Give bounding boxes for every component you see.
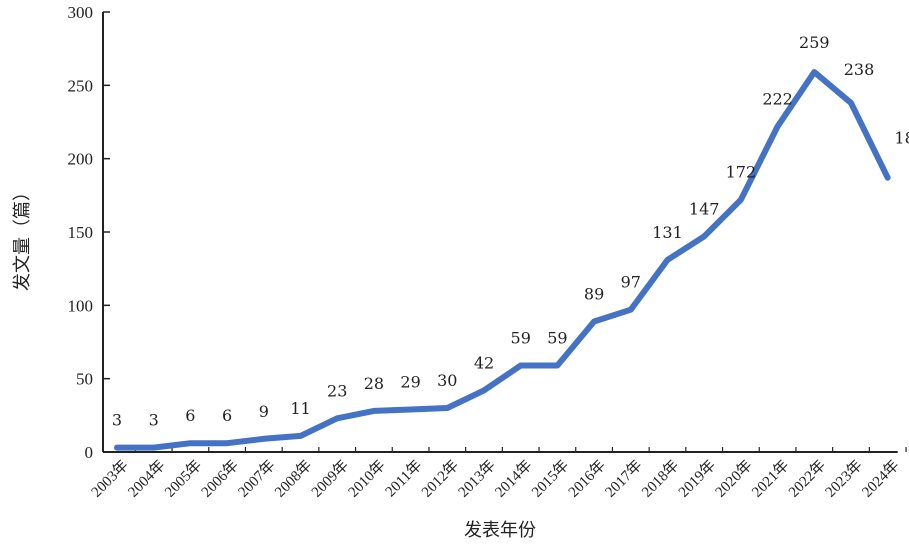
data-label: 187	[894, 129, 909, 148]
x-tick-label: 2018年	[638, 457, 682, 501]
data-label: 23	[327, 381, 347, 400]
x-tick-label: 2017年	[602, 457, 646, 501]
data-label: 9	[259, 402, 269, 421]
data-label: 3	[149, 411, 159, 430]
data-label: 131	[652, 223, 683, 242]
x-tick-label: 2003年	[88, 457, 132, 501]
data-label: 29	[400, 372, 420, 391]
y-tick-label: 300	[68, 3, 94, 22]
x-tick-label: 2023年	[822, 457, 866, 501]
x-tick-label: 2005年	[161, 457, 205, 501]
x-tick-label: 2016年	[565, 457, 609, 501]
series-line	[114, 69, 891, 451]
data-label: 6	[222, 406, 232, 425]
x-tick-label: 2011年	[382, 457, 425, 500]
data-labels: 3 3 6 6 9 11 23 28 29 30 42 59 59 89 97 131 147 172 222 259…	[112, 33, 909, 429]
y-axis-title: 发文量（篇）	[12, 183, 33, 291]
data-label: 11	[290, 399, 310, 418]
data-label: 259	[799, 33, 830, 52]
data-label: 172	[726, 163, 757, 182]
x-axis-title: 发表年份	[464, 520, 536, 541]
data-label: 28	[364, 374, 384, 393]
data-label: 59	[511, 328, 531, 347]
data-label: 42	[474, 353, 494, 372]
data-label: 6	[185, 406, 195, 425]
x-tick-label: 2006年	[198, 457, 242, 501]
x-tick-label: 2019年	[675, 457, 719, 501]
x-axis: 2003年2004年2005年2006年2007年2008年2009年2010年…	[88, 447, 907, 501]
x-tick-label: 2021年	[749, 457, 793, 501]
x-tick-label: 2008年	[271, 457, 315, 501]
series-layer	[114, 69, 891, 451]
x-tick-label: 2012年	[418, 457, 462, 501]
x-tick-label: 2013年	[455, 457, 499, 501]
y-tick-label: 100	[68, 296, 94, 315]
x-tick-label: 2020年	[712, 457, 756, 501]
data-label: 3	[112, 411, 122, 430]
data-label: 30	[437, 371, 457, 390]
x-tick-label: 2007年	[235, 457, 279, 501]
x-tick-label: 2004年	[125, 457, 169, 501]
x-tick-label: 2010年	[345, 457, 389, 501]
y-tick-label: 0	[85, 443, 94, 462]
x-tick-label: 2024年	[859, 457, 903, 501]
data-label: 59	[547, 328, 567, 347]
x-tick-label: 2015年	[528, 457, 572, 501]
x-tick-label: 2009年	[308, 457, 352, 501]
y-tick-label: 50	[76, 370, 93, 389]
y-axis: 0 50 100 150 200 250 300	[68, 3, 110, 462]
y-tick-label: 150	[68, 223, 94, 242]
y-tick-label: 250	[68, 76, 94, 95]
x-tick-label: 2022年	[785, 457, 829, 501]
y-tick-label: 200	[68, 150, 94, 169]
data-label: 89	[584, 284, 604, 303]
x-tick-label: 2014年	[492, 457, 536, 501]
data-label: 147	[689, 199, 720, 218]
data-label: 222	[762, 89, 793, 108]
data-label: 238	[844, 60, 875, 79]
data-label: 97	[621, 273, 641, 292]
